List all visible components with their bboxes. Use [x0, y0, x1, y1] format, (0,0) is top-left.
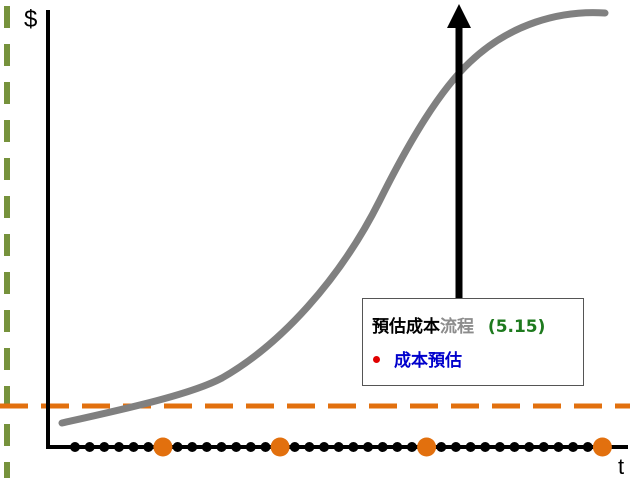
axis-dot — [406, 442, 417, 452]
axis-dot — [245, 442, 256, 452]
legend-text-estimate-cost: 預估成本 — [372, 317, 440, 337]
legend-text-process: 流程 — [440, 317, 474, 337]
axis-dot — [172, 442, 183, 452]
axis-dot — [187, 442, 198, 452]
axis-dot — [114, 442, 124, 452]
axis-dot — [260, 442, 271, 452]
legend-text-cost-estimate: 成本預估 — [394, 351, 462, 371]
axis-dot — [436, 442, 447, 452]
legend-box: 預估成本流程 (5.15) 成本預估 — [362, 298, 584, 386]
axis-dot — [509, 442, 520, 452]
axis-dot — [304, 442, 315, 452]
axis-dot — [553, 442, 564, 452]
axis-dot — [538, 442, 549, 452]
orange-milestone-dot — [417, 437, 437, 457]
orange-milestone-dot — [153, 437, 173, 457]
axis-dot — [128, 442, 139, 452]
axis-dot — [450, 442, 461, 452]
axis-dot — [289, 442, 300, 452]
axis-dot — [84, 442, 95, 452]
s-curve — [58, 9, 609, 427]
legend-row-process: 預估成本流程 (5.15) — [372, 319, 545, 336]
axis-dot — [568, 442, 579, 452]
axis-dot — [333, 442, 344, 452]
axis-dot — [363, 442, 373, 452]
axis-dot — [319, 442, 330, 452]
axis-dots — [70, 437, 612, 457]
orange-milestone-dot — [270, 437, 290, 457]
axis-dot — [377, 442, 388, 452]
legend-row-cost-estimate: 成本預估 — [372, 353, 462, 370]
x-axis-label: t — [618, 454, 625, 479]
legend-text-equation-ref: (5.15) — [487, 317, 546, 337]
axis-dot — [348, 442, 359, 452]
axis-dot — [143, 442, 154, 452]
axis-dot — [231, 442, 242, 452]
bullet-icon — [373, 355, 380, 363]
axis-dot — [70, 442, 80, 452]
orange-milestone-dot — [592, 437, 612, 457]
y-axis-label: $ — [24, 6, 38, 33]
arrow-head — [447, 4, 471, 28]
axis-dot — [99, 442, 110, 452]
axis-dot — [524, 442, 535, 452]
axis-dot — [201, 442, 212, 452]
axis-dot — [465, 442, 476, 452]
axis-dot — [582, 442, 593, 452]
axis-dot — [392, 442, 403, 452]
axis-dot — [216, 442, 227, 452]
axis-dot — [480, 442, 491, 452]
axis-dot — [494, 442, 505, 452]
